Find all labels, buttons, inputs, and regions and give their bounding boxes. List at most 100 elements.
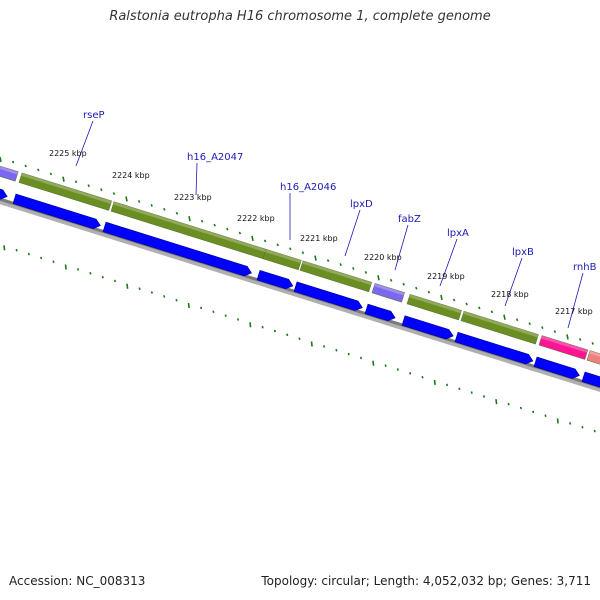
gene-leader-line xyxy=(394,224,409,271)
tick-mark xyxy=(310,341,313,347)
kbp-label: 2221 kbp xyxy=(300,234,338,243)
cds-arrow xyxy=(364,303,396,322)
tick-mark xyxy=(465,302,468,306)
tick-mark xyxy=(175,298,178,302)
tick-mark xyxy=(359,356,363,360)
tick-mark xyxy=(37,168,40,172)
gene-label: lpxA xyxy=(447,228,469,239)
tick-mark xyxy=(212,310,215,314)
tick-mark xyxy=(409,372,412,375)
gene-feature xyxy=(460,310,539,345)
tick-mark xyxy=(188,215,191,222)
tick-mark xyxy=(236,318,240,321)
tick-marks-outer xyxy=(0,156,594,345)
tick-mark xyxy=(150,291,153,294)
tick-mark xyxy=(335,348,338,352)
tick-mark xyxy=(507,402,510,406)
genome-summary: Topology: circular; Length: 4,052,032 bp… xyxy=(261,574,591,588)
gene-label: h16_A2047 xyxy=(187,152,243,163)
tick-mark xyxy=(163,295,166,298)
tick-mark xyxy=(100,188,103,192)
kbp-label: 2225 kbp xyxy=(49,149,87,158)
gene-feature xyxy=(371,283,405,303)
tick-mark xyxy=(389,278,393,282)
tick-mark xyxy=(289,247,292,251)
gene-feature xyxy=(0,159,19,182)
tick-mark xyxy=(372,360,375,366)
tick-mark xyxy=(273,329,276,333)
tick-mark xyxy=(490,310,494,314)
gene-feature xyxy=(299,260,373,293)
tick-mark xyxy=(532,410,535,414)
tick-mark xyxy=(314,255,317,261)
gene-label: lpxD xyxy=(350,199,373,210)
tick-marks-inner xyxy=(3,245,596,433)
cds-arrow xyxy=(293,281,363,311)
tick-mark xyxy=(27,252,30,256)
tick-mark xyxy=(175,211,179,215)
cds-arrow xyxy=(12,193,101,229)
kbp-label: 2220 kbp xyxy=(364,253,402,262)
tick-mark xyxy=(238,231,242,235)
tick-mark xyxy=(263,239,267,243)
tick-mark xyxy=(581,425,584,429)
tick-mark xyxy=(251,235,254,242)
tick-mark xyxy=(578,338,582,341)
backbone-shadow xyxy=(0,197,600,393)
gene-feature xyxy=(538,335,589,360)
gene-label-layer: rseP h16_A2047 h16_A2046 lpxD fabZ lpxA lpxB rn… xyxy=(75,110,597,329)
tick-mark xyxy=(112,192,116,196)
kbp-label-layer: 2225 kbp 2224 kbp 2223 kbp 2222 kbp 2221 kbp… xyxy=(49,149,593,316)
tick-mark xyxy=(440,294,443,301)
kbp-label: 2218 kbp xyxy=(491,290,529,299)
tick-mark xyxy=(150,203,153,207)
tick-mark xyxy=(364,271,368,274)
cds-arrow xyxy=(533,356,580,379)
tick-mark xyxy=(402,282,405,286)
tick-mark xyxy=(200,306,203,310)
tick-mark xyxy=(458,387,461,391)
kbp-label: 2217 kbp xyxy=(555,307,593,316)
tick-mark xyxy=(515,318,519,322)
tick-mark xyxy=(261,325,264,329)
kbp-label: 2224 kbp xyxy=(112,171,150,180)
tick-mark xyxy=(125,196,128,202)
tick-mark xyxy=(64,264,67,270)
tick-mark xyxy=(377,275,380,281)
tick-mark xyxy=(544,414,547,418)
tick-mark xyxy=(556,418,559,424)
tick-mark xyxy=(163,207,166,211)
accession-label: Accession: NC_008313 xyxy=(9,574,146,588)
tick-mark xyxy=(213,223,216,227)
gene-label: lpxB xyxy=(512,247,534,258)
cds-arrow xyxy=(0,182,8,200)
gene-leader-line xyxy=(504,257,523,307)
tick-mark xyxy=(427,290,431,294)
gene-leader-line xyxy=(344,209,361,257)
gene-track xyxy=(0,159,600,370)
tick-mark xyxy=(591,341,594,345)
tick-mark xyxy=(323,345,326,348)
tick-mark xyxy=(138,287,141,290)
gene-label: rseP xyxy=(83,110,105,121)
tick-mark xyxy=(11,160,15,164)
tick-mark xyxy=(87,184,90,188)
gene-feature xyxy=(586,350,600,370)
tick-mark xyxy=(52,260,55,264)
tick-mark xyxy=(24,164,27,168)
tick-mark xyxy=(446,383,449,387)
tick-mark xyxy=(421,375,424,379)
gene-label: rnhB xyxy=(573,262,597,273)
tick-mark xyxy=(15,248,18,252)
gene-leader-line xyxy=(439,238,458,287)
tick-mark xyxy=(226,227,229,231)
tick-mark xyxy=(495,399,498,405)
gene-label: fabZ xyxy=(398,214,421,225)
kbp-label: 2219 kbp xyxy=(427,272,465,281)
tick-mark xyxy=(503,314,506,320)
tick-mark xyxy=(452,298,456,302)
tick-mark xyxy=(396,368,399,371)
tick-mark xyxy=(301,251,305,255)
cds-track xyxy=(0,182,600,390)
